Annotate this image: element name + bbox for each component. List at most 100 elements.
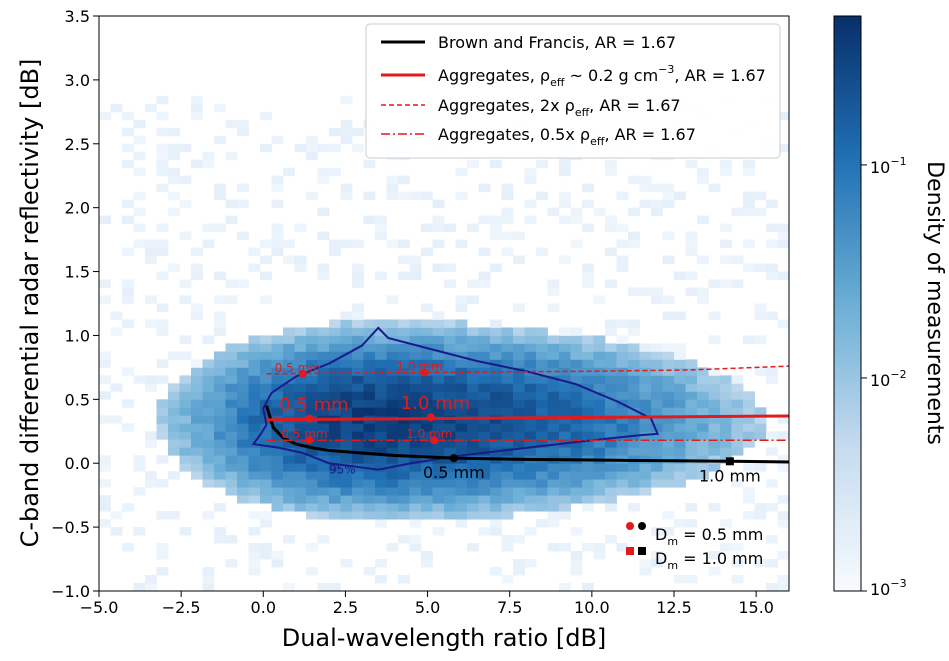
x-tick-label: 12.5	[656, 598, 692, 617]
heatmap-cell	[329, 479, 341, 488]
heatmap-cell	[455, 447, 468, 456]
heatmap-cell	[214, 463, 226, 472]
heatmap-cell	[697, 407, 709, 416]
heatmap-cell	[398, 191, 410, 201]
heatmap-cell	[639, 199, 652, 209]
heatmap-cell	[570, 375, 583, 384]
heatmap-cell	[651, 343, 663, 352]
heatmap-cell	[237, 471, 249, 480]
heatmap-cell	[777, 319, 789, 328]
heatmap-cell	[283, 479, 295, 488]
heatmap-cell	[628, 383, 640, 392]
heatmap-cell	[317, 535, 330, 544]
heatmap-cell	[398, 455, 410, 464]
heatmap-cell	[513, 463, 525, 472]
heatmap-cell	[605, 535, 617, 544]
heatmap-cell	[777, 583, 789, 591]
heatmap-cell	[283, 487, 295, 496]
heatmap-cell	[248, 407, 261, 416]
heatmap-cell	[283, 583, 295, 591]
heatmap-cell	[294, 407, 307, 416]
heatmap-cell	[317, 511, 330, 520]
heatmap-cell	[467, 327, 479, 336]
marker-layer: 0.5 mm 1.0 mm0.5 mm 1.0 mm0.5 mm 1.0 mm0.5 …	[275, 360, 761, 486]
heatmap-cell	[375, 335, 387, 344]
heatmap-cell	[306, 375, 318, 384]
contour-label: 95%	[329, 462, 356, 476]
heatmap-cell	[110, 511, 123, 520]
heatmap-cell	[386, 399, 399, 408]
heatmap-cell	[179, 455, 192, 464]
heatmap-cell	[536, 479, 548, 488]
heatmap-cell	[386, 319, 399, 328]
heatmap-cell	[225, 407, 238, 416]
heatmap-cell	[156, 567, 169, 576]
heatmap-cell	[398, 535, 410, 544]
heatmap-cell	[99, 391, 111, 400]
heatmap-cell	[478, 439, 491, 448]
heatmap-cell	[386, 487, 399, 496]
heatmap-cell	[731, 415, 744, 424]
heatmap-cell	[639, 447, 652, 456]
heatmap-cell	[179, 415, 192, 424]
heatmap-cell	[685, 391, 698, 400]
heatmap-cell	[766, 535, 778, 544]
heatmap-cell	[501, 343, 514, 352]
heatmap-cell	[444, 479, 456, 488]
heatmap-cell	[639, 175, 652, 185]
heatmap-cell	[306, 487, 318, 496]
heatmap-cell	[398, 335, 410, 344]
heatmap-cell	[386, 367, 399, 376]
heatmap-cell	[283, 407, 295, 416]
heatmap-cell	[248, 463, 261, 472]
heatmap-cell	[616, 367, 629, 376]
heatmap-cell	[582, 479, 594, 488]
heatmap-cell	[329, 423, 341, 432]
heatmap-cell	[536, 503, 548, 512]
heatmap-cell	[490, 439, 502, 448]
heatmap-cell	[628, 239, 640, 248]
heatmap-cell	[570, 439, 583, 448]
heatmap-cell	[685, 247, 698, 256]
heatmap-cell	[432, 383, 445, 392]
heatmap-cell	[501, 575, 514, 584]
heatmap-cell	[524, 167, 537, 177]
heatmap-cell	[317, 175, 330, 185]
heatmap-cell	[685, 423, 698, 432]
heatmap-cell	[99, 455, 111, 464]
heatmap-cell	[99, 495, 111, 504]
heatmap-cell	[306, 423, 318, 432]
heatmap-cell	[294, 399, 307, 408]
heatmap-cell	[720, 159, 732, 169]
heatmap-cell	[616, 487, 629, 496]
heatmap-cell	[168, 383, 180, 392]
heatmap-cell	[501, 503, 514, 512]
heatmap-cell	[409, 191, 422, 201]
heatmap-cell	[605, 439, 617, 448]
heatmap-cell	[720, 439, 732, 448]
heatmap-cell	[317, 167, 330, 177]
colorbar-tick-label: 10−2	[870, 368, 907, 390]
heatmap-cell	[662, 375, 675, 384]
heatmap-cell	[122, 159, 134, 169]
heatmap-cell	[593, 343, 606, 352]
heatmap-cell	[467, 399, 479, 408]
heatmap-cell	[110, 527, 123, 536]
heatmap-cell	[766, 271, 778, 280]
heatmap-cell	[375, 271, 387, 280]
heatmap-cell	[375, 511, 387, 520]
heatmap-cell	[317, 367, 330, 376]
heatmap-cell	[260, 295, 272, 304]
heatmap-cell	[467, 391, 479, 400]
heatmap-cell	[225, 559, 238, 568]
heatmap-cell	[202, 407, 215, 416]
heatmap-cell	[214, 439, 226, 448]
heatmap-cell	[156, 223, 169, 233]
heatmap-cell	[409, 367, 422, 376]
heatmap-cell	[375, 215, 387, 225]
heatmap-cell	[501, 479, 514, 488]
heatmap-cell	[593, 207, 606, 217]
heatmap-cell	[570, 559, 583, 568]
heatmap-cell	[363, 159, 376, 169]
heatmap-cell	[409, 455, 422, 464]
